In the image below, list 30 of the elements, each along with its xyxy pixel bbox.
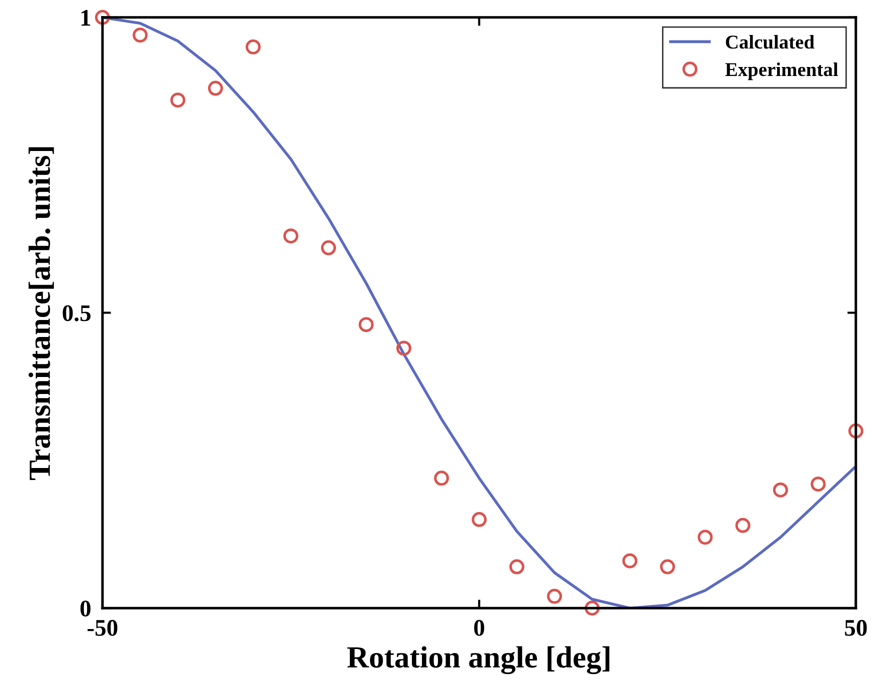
y-axis-title: Transmittance[arb. units] bbox=[28, 147, 54, 480]
point bbox=[358, 317, 374, 332]
point bbox=[434, 470, 450, 486]
point bbox=[622, 553, 638, 568]
point bbox=[773, 482, 788, 498]
point bbox=[584, 600, 600, 616]
point bbox=[547, 588, 562, 604]
point bbox=[246, 39, 261, 54]
point bbox=[848, 423, 864, 438]
x-tick-label: 0 bbox=[474, 620, 484, 636]
point bbox=[396, 340, 412, 356]
x-axis-title: Rotation angle [deg] bbox=[347, 646, 610, 674]
point bbox=[132, 28, 148, 43]
x-tick-label: 50 bbox=[844, 620, 867, 636]
legend-label: Experimental bbox=[725, 62, 838, 80]
y-tick-label: 0 bbox=[80, 600, 90, 617]
point bbox=[735, 518, 750, 533]
point bbox=[170, 92, 186, 108]
x-tick-label: -50 bbox=[88, 620, 118, 636]
point bbox=[509, 559, 524, 574]
point bbox=[321, 240, 336, 256]
point bbox=[283, 228, 298, 244]
point bbox=[810, 476, 826, 492]
y-tick-label: 0.5 bbox=[62, 305, 91, 322]
point bbox=[698, 530, 713, 545]
point bbox=[472, 512, 487, 528]
point bbox=[208, 80, 223, 96]
y-tick-label: 1 bbox=[81, 10, 90, 26]
point bbox=[660, 559, 676, 574]
legend-label: Calculated bbox=[726, 34, 814, 49]
